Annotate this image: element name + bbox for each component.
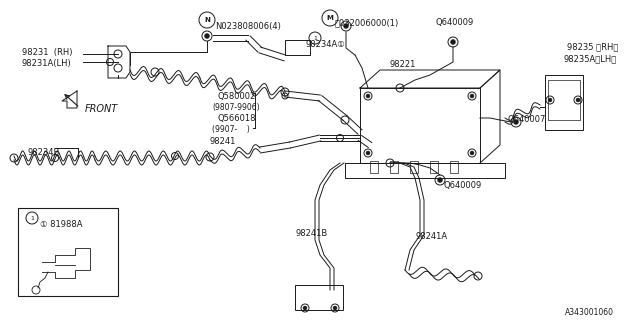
Circle shape	[438, 178, 442, 182]
Bar	[285, 40, 310, 55]
Circle shape	[451, 39, 456, 44]
Text: 98221: 98221	[390, 60, 417, 69]
Text: (9807-9906): (9807-9906)	[212, 103, 260, 112]
Text: (9907-    ): (9907- )	[212, 125, 250, 134]
Text: FRONT: FRONT	[85, 104, 118, 114]
Circle shape	[576, 98, 580, 102]
FancyArrowPatch shape	[65, 95, 78, 106]
Circle shape	[548, 98, 552, 102]
Bar	[295, 285, 343, 310]
Circle shape	[366, 94, 370, 98]
Text: 98241: 98241	[210, 137, 236, 146]
Text: Ⓜ032006000(1): Ⓜ032006000(1)	[335, 18, 399, 27]
Text: N023808006(4): N023808006(4)	[215, 22, 281, 31]
Text: Q566018: Q566018	[217, 114, 255, 123]
Text: Q580002: Q580002	[217, 92, 255, 101]
Text: 98234B: 98234B	[28, 148, 60, 157]
Text: ① 81988A: ① 81988A	[40, 220, 83, 229]
Circle shape	[205, 34, 209, 38]
Bar	[18, 208, 118, 296]
Circle shape	[470, 151, 474, 155]
Text: A343001060: A343001060	[565, 308, 614, 317]
Text: 1: 1	[30, 215, 34, 220]
Bar	[548, 80, 580, 120]
Text: 98241B: 98241B	[296, 229, 328, 238]
Text: 1: 1	[313, 36, 317, 41]
Circle shape	[366, 151, 370, 155]
Bar	[545, 75, 583, 130]
Circle shape	[470, 94, 474, 98]
Text: 98234A①: 98234A①	[305, 40, 345, 49]
Text: Q640007: Q640007	[508, 115, 547, 124]
Text: N: N	[204, 17, 210, 23]
Circle shape	[303, 306, 307, 310]
Bar	[430, 161, 438, 173]
Bar	[410, 161, 418, 173]
Bar	[450, 161, 458, 173]
Circle shape	[513, 119, 518, 124]
Bar	[370, 161, 378, 173]
Text: Q640009: Q640009	[443, 181, 481, 190]
Circle shape	[344, 23, 349, 28]
Text: M: M	[326, 15, 333, 21]
Circle shape	[333, 306, 337, 310]
Text: 98231A(LH): 98231A(LH)	[22, 59, 72, 68]
Text: 98235A＜LH＞: 98235A＜LH＞	[563, 54, 616, 63]
Text: 98235 ＜RH＞: 98235 ＜RH＞	[567, 42, 618, 51]
Text: 98241A: 98241A	[415, 232, 447, 241]
Bar	[390, 161, 398, 173]
Text: 98231  (RH): 98231 (RH)	[22, 48, 72, 57]
Text: Q640009: Q640009	[435, 18, 473, 27]
